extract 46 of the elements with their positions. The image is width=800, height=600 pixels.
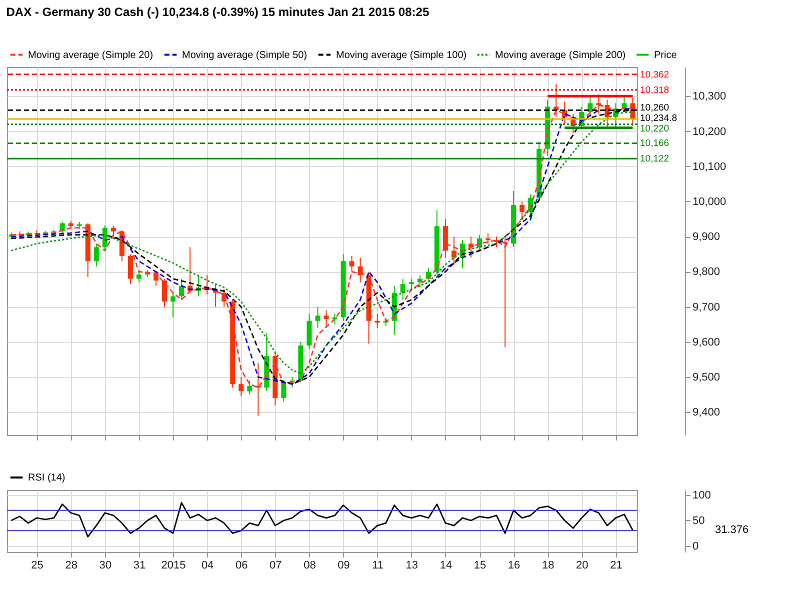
ref-line-label: 10,362 [640, 69, 670, 80]
x-tick-label: 09 [338, 560, 350, 572]
legend-label: Moving average (Simple 50) [182, 50, 308, 61]
y-tick-label: 9,500 [692, 372, 720, 384]
text: 31.376 [715, 524, 749, 536]
legend-label: Moving average (Simple 100) [336, 50, 467, 61]
x-tick-label: 08 [304, 560, 316, 572]
x-tick-label: 30 [99, 560, 112, 572]
x-tick-label: 14 [440, 560, 452, 572]
y-tick-label: 9,600 [692, 336, 720, 348]
ref-line-label: 10,318 [640, 84, 670, 96]
x-tick-label: 15 [474, 560, 486, 572]
ref-line-label: 10,234.8 [640, 112, 677, 124]
ref-line-label: 10,260 [640, 102, 670, 114]
x-tick-label: 20 [576, 560, 588, 572]
ref-line-label: 10,122 [640, 154, 670, 165]
legend-label: RSI (14) [28, 472, 66, 484]
y-tick-label: 50 [692, 514, 705, 527]
x-tick-label: 18 [542, 560, 554, 572]
y-tick-label: 9,900 [692, 231, 720, 244]
x-tick-label: 07 [270, 560, 282, 572]
x-tick-label: 13 [406, 560, 418, 572]
x-tick-label: 2015 [161, 560, 186, 572]
y-tick-label: 100 [692, 490, 711, 502]
legend-label: Price [654, 50, 678, 61]
x-tick-label: 11 [372, 560, 384, 572]
chart-title: DAX - Germany 30 Cash (-) 10,234.8 (-0.39%) 15 minutes Jan 21 2015 08:25 [6, 5, 430, 19]
y-tick-label: 10,100 [692, 160, 726, 173]
y-tick-label: 9,400 [692, 406, 720, 419]
y-tick-label: 10,200 [692, 126, 726, 138]
x-tick-label: 28 [65, 560, 78, 572]
y-tick-label: 10,000 [692, 196, 726, 208]
y-tick-label: 10,300 [692, 90, 726, 103]
x-tick-label: 31 [133, 560, 146, 572]
legend-label: Moving average (Simple 200) [495, 50, 626, 61]
x-tick-label: 04 [201, 560, 214, 572]
x-tick-label: 25 [31, 560, 44, 572]
y-tick-label: 0 [692, 540, 699, 552]
x-tick-label: 06 [235, 560, 248, 572]
y-tick-label: 9,800 [692, 266, 720, 278]
y-tick-label: 9,700 [692, 301, 720, 314]
legend-label: Moving average (Simple 20) [28, 50, 154, 61]
ref-line-label: 10,220 [640, 123, 670, 134]
x-tick-label: 16 [508, 560, 520, 572]
x-tick-label: 21 [610, 560, 622, 572]
ref-line-label: 10,166 [640, 138, 670, 150]
